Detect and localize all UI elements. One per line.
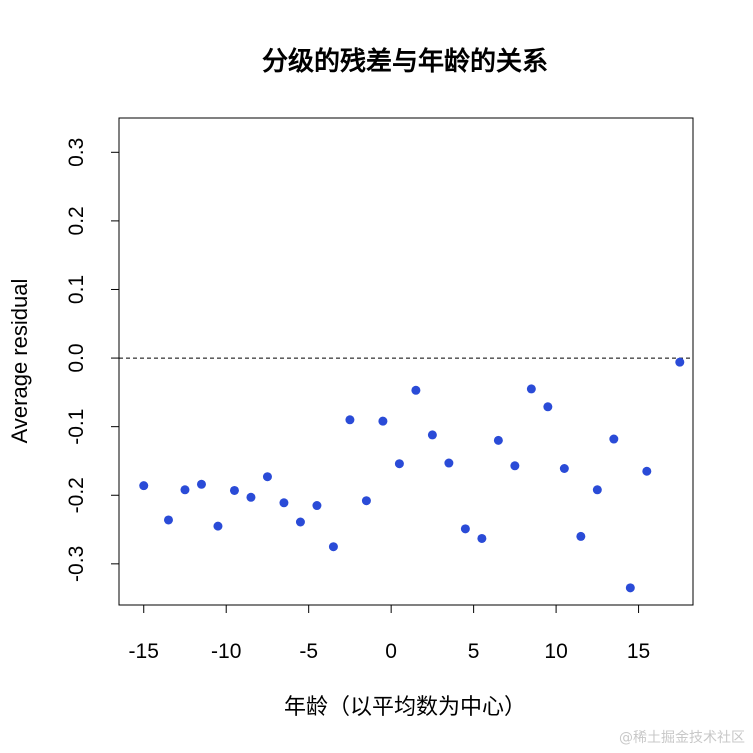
x-tick-label: -15	[129, 640, 159, 663]
x-tick-label: 5	[468, 640, 480, 663]
data-point	[180, 485, 190, 495]
data-point	[345, 415, 355, 425]
y-tick-label: 0.3	[65, 138, 88, 167]
y-axis-label: Average residual	[7, 279, 32, 444]
watermark: @稀土掘金技术社区	[619, 730, 745, 746]
data-point	[526, 384, 536, 394]
data-point	[675, 357, 685, 367]
data-points	[139, 357, 685, 593]
data-point	[477, 533, 487, 543]
y-tick-label: -0.3	[65, 546, 88, 582]
data-point	[427, 430, 437, 440]
data-point	[576, 531, 586, 541]
data-point	[163, 515, 173, 525]
y-axis: -0.3 -0.2 -0.1 0.0 0.1 0.2 0.3	[65, 138, 120, 582]
data-point	[642, 466, 652, 476]
data-point	[378, 416, 388, 426]
x-tick-label: -5	[299, 640, 318, 663]
data-point	[444, 458, 454, 468]
data-point	[559, 464, 569, 474]
y-tick-label: 0.0	[65, 343, 88, 372]
data-point	[411, 385, 421, 395]
data-point	[279, 498, 289, 508]
data-point	[493, 435, 503, 445]
data-point	[196, 479, 206, 489]
data-point	[246, 492, 256, 502]
data-point	[510, 461, 520, 471]
data-point	[394, 459, 404, 469]
data-point	[543, 402, 553, 412]
data-point	[139, 481, 149, 491]
data-point	[312, 501, 322, 511]
x-tick-label: 15	[627, 640, 650, 663]
x-axis: -15 -10 -5 0 5 10 15	[129, 604, 650, 663]
y-tick-label: 0.1	[65, 275, 88, 304]
data-point	[229, 485, 239, 495]
y-tick-label: -0.2	[65, 477, 88, 513]
data-point	[609, 434, 619, 444]
data-point	[625, 583, 635, 593]
data-point	[295, 517, 305, 527]
chart-title: 分级的残差与年龄的关系	[262, 46, 548, 77]
plot-frame	[118, 117, 694, 606]
data-point	[328, 542, 338, 552]
y-tick-label: 0.2	[65, 206, 88, 235]
x-tick-label: 10	[544, 640, 567, 663]
data-point	[460, 524, 470, 534]
x-tick-label: -10	[211, 640, 241, 663]
data-point	[592, 485, 602, 495]
data-point	[361, 496, 371, 506]
data-point	[262, 472, 272, 482]
x-tick-label: 0	[385, 640, 397, 663]
x-axis-label: 年龄（以平均数为中心）	[284, 694, 526, 719]
data-point	[213, 521, 223, 531]
y-tick-label: -0.1	[65, 409, 88, 445]
